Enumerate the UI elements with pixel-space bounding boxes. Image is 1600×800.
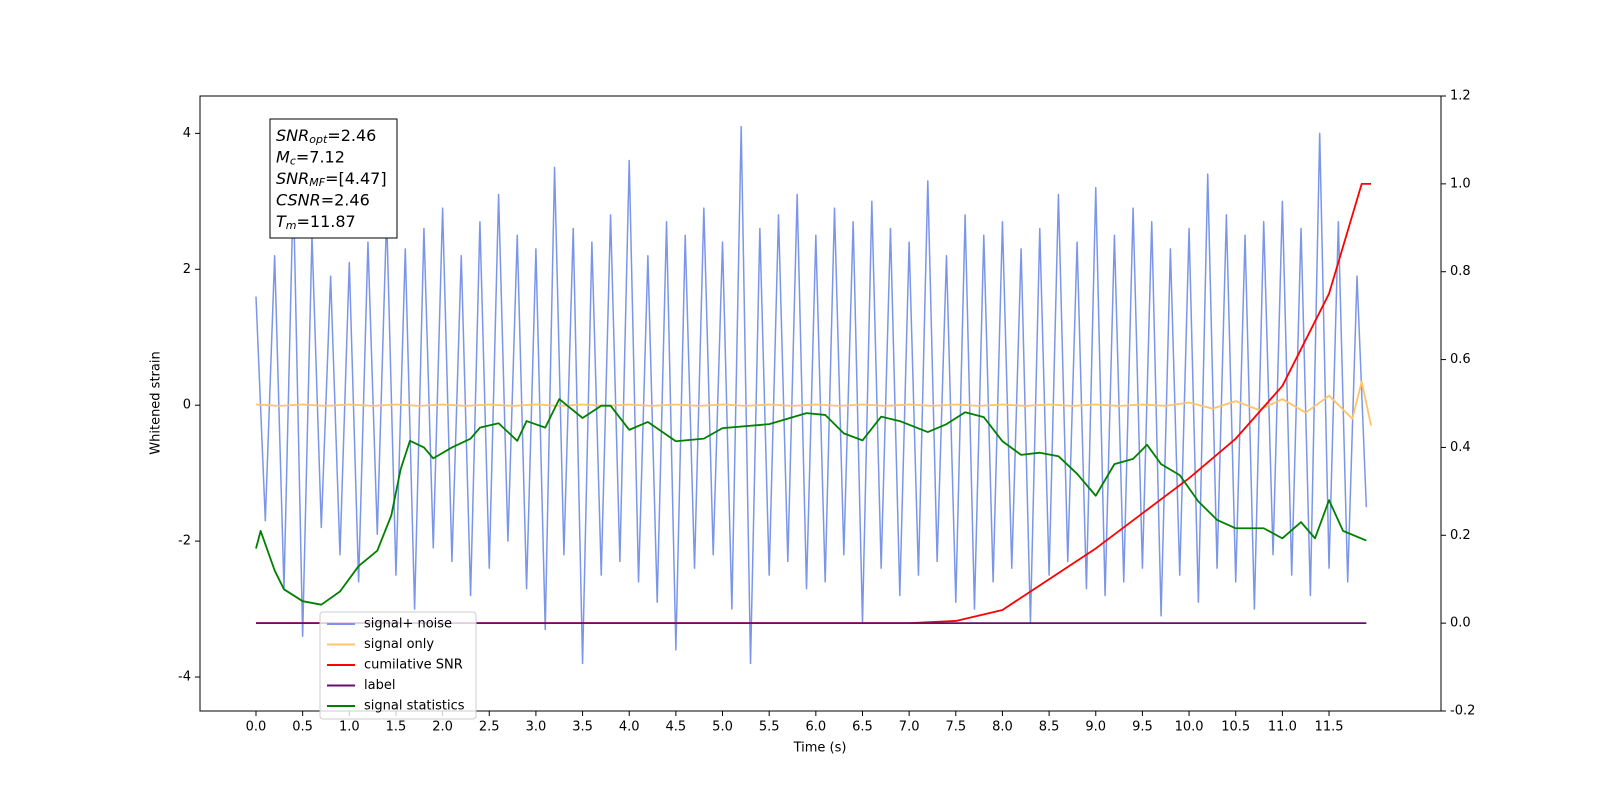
y-tick-label: 4 (183, 126, 191, 141)
annotation-line: SNRMF=[4.47] (276, 169, 387, 190)
x-tick-label: 4.0 (619, 720, 640, 735)
legend-label: signal statistics (364, 699, 465, 714)
y2-tick-label: 0.0 (1450, 616, 1471, 631)
annotation-symbol: SNR (276, 169, 309, 188)
y2-tick-label: 0.2 (1450, 528, 1471, 543)
x-tick-label: 9.0 (1085, 720, 1106, 735)
y-tick-label: -2 (178, 534, 191, 549)
legend-frame (319, 611, 477, 720)
annotation-value: =[4.47] (325, 169, 387, 188)
annotation-box: SNRopt=2.46Mc=7.12SNRMF=[4.47]CSNR=2.46T… (269, 118, 398, 239)
annotation-line: Tm=11.87 (276, 212, 356, 233)
x-tick-label: 6.5 (852, 720, 873, 735)
x-tick-label: 10.0 (1175, 720, 1204, 735)
x-tick-label: 10.5 (1221, 720, 1250, 735)
legend-label: signal only (364, 637, 434, 652)
legend-label: cumilative SNR (364, 658, 463, 673)
series-line (255, 125, 1368, 665)
annotation-symbol: SNR (276, 126, 309, 145)
x-tick-label: 3.0 (526, 720, 547, 735)
x-tick-label: 6.0 (805, 720, 826, 735)
x-tick-label: 9.5 (1132, 720, 1153, 735)
y2-tick-label: -0.2 (1450, 704, 1475, 719)
annotation-value: =2.46 (321, 190, 370, 209)
annotation-value: =11.87 (297, 212, 356, 231)
plot-frame (199, 95, 1442, 712)
annotation-value: =7.12 (296, 147, 345, 166)
y2-tick-label: 0.8 (1450, 264, 1471, 279)
x-tick-label: 7.0 (899, 720, 920, 735)
annotation-line: SNRopt=2.46 (276, 126, 376, 147)
y-tick-label: 2 (183, 262, 191, 277)
annotation-symbol: M (276, 147, 290, 166)
x-tick-label: 8.0 (992, 720, 1013, 735)
y2-tick-label: 0.6 (1450, 352, 1471, 367)
annotation-line: Mc=7.12 (276, 147, 345, 168)
x-axis-label: Time (s) (793, 741, 847, 756)
legend-label: label (364, 678, 395, 693)
x-tick-label: 5.5 (759, 720, 780, 735)
y2-tick-label: 1.2 (1450, 89, 1471, 104)
x-tick-label: 0.5 (292, 720, 313, 735)
annotation-subscript: opt (309, 133, 328, 146)
legend: signal+ noise signal only cumilative SNR la… (319, 611, 477, 720)
x-tick-label: 1.5 (386, 720, 407, 735)
annotation-subscript: MF (309, 176, 325, 189)
annotation-line: CSNR=2.46 (276, 190, 370, 209)
x-tick-label: 7.5 (945, 720, 966, 735)
y2-tick-label: 1.0 (1450, 176, 1471, 191)
x-tick-label: 0.0 (246, 720, 267, 735)
x-tick-label: 5.0 (712, 720, 733, 735)
x-tick-label: 3.5 (572, 720, 593, 735)
series-line (255, 380, 1372, 426)
x-tick-label: 1.0 (339, 720, 360, 735)
annotation-symbol: CSNR (276, 190, 321, 209)
annotation-subscript: c (290, 155, 296, 168)
x-tick-label: 2.5 (479, 720, 500, 735)
annotation-symbol: T (276, 212, 287, 231)
annotation-frame (269, 118, 398, 239)
x-tick-label: 4.5 (666, 720, 687, 735)
y-axis-label: Whitened strain (149, 351, 164, 454)
y-tick-label: 0 (183, 398, 191, 413)
legend-label: signal+ noise (364, 617, 452, 632)
annotation-value: =2.46 (327, 126, 376, 145)
y2-tick-label: 0.4 (1450, 440, 1471, 455)
series-line (255, 182, 1372, 625)
x-tick-label: 11.5 (1315, 720, 1344, 735)
x-tick-label: 11.0 (1268, 720, 1297, 735)
y-tick-label: -4 (178, 670, 191, 685)
series-line (255, 398, 1367, 606)
annotation-subscript: m (286, 219, 297, 232)
x-tick-label: 2.0 (432, 720, 453, 735)
x-tick-label: 8.5 (1039, 720, 1060, 735)
